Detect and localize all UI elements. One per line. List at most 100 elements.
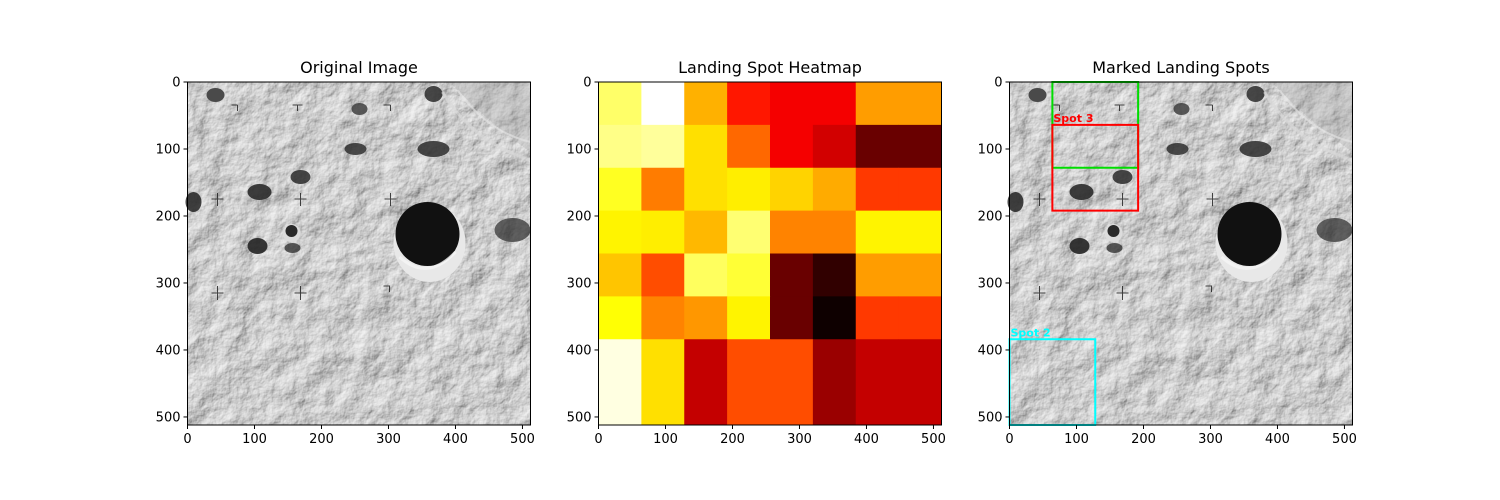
heatmap-cell <box>598 253 642 297</box>
axes-frame <box>598 81 942 426</box>
x-tick-label: 200 <box>309 432 334 447</box>
y-tick-label: 300 <box>567 276 592 291</box>
heatmap-cell <box>684 382 728 426</box>
y-tick-label: 300 <box>156 276 181 291</box>
subplot-title: Landing Spot Heatmap <box>678 58 862 77</box>
heatmap-cell <box>770 167 814 212</box>
y-tick-label: 0 <box>994 76 1002 91</box>
heatmap-cell <box>641 253 685 297</box>
x-tick-label: 300 <box>376 432 401 447</box>
heatmap-cell <box>855 382 900 426</box>
x-tick-label: 100 <box>242 432 267 447</box>
heatmap-cell <box>598 339 642 383</box>
subplot-marked-landing-spots: Spot 3 Spot 2 Marked Landing Spots 0 100 200 3… <box>978 58 1357 447</box>
heatmap-cell <box>641 339 685 383</box>
subplot-title: Marked Landing Spots <box>1092 58 1270 77</box>
y-tick-label: 300 <box>978 276 1003 291</box>
y-tick-label: 100 <box>567 142 592 157</box>
y-tick-label: 400 <box>978 343 1003 358</box>
y-tick-label: 200 <box>978 209 1003 224</box>
heatmap-cell <box>770 296 814 340</box>
heatmap-cell <box>598 382 642 426</box>
heatmap-cell <box>855 167 900 212</box>
heatmap-cell <box>641 82 685 126</box>
x-tick-label: 100 <box>653 432 678 447</box>
heatmap-cell <box>641 167 685 212</box>
landing-spot-box <box>1051 123 1140 212</box>
heatmap-cell <box>898 210 942 254</box>
heatmap-cell <box>898 82 942 126</box>
heatmap-cell <box>770 124 814 169</box>
heatmap-cell <box>641 124 685 169</box>
moon-image <box>186 82 531 425</box>
heatmap-cell <box>641 210 685 254</box>
y-tick-label: 100 <box>156 142 181 157</box>
heatmap-cell <box>598 82 642 126</box>
heatmap-cell <box>727 82 771 126</box>
y-tick-label: 200 <box>156 209 181 224</box>
heatmap-cell <box>684 253 728 297</box>
axes-frame <box>187 81 531 426</box>
landing-spot-label: Spot 3 <box>1053 112 1093 125</box>
heatmap-cell <box>855 339 900 383</box>
heatmap-cell <box>727 124 771 169</box>
heatmap-cell <box>770 253 814 297</box>
heatmap-cell <box>812 253 857 297</box>
heatmap-cell <box>898 382 942 426</box>
landing-spot-label: Spot 2 <box>1011 326 1051 339</box>
x-tick-label: 100 <box>1064 432 1089 447</box>
heatmap-cell <box>812 124 857 169</box>
x-tick-label: 200 <box>1131 432 1156 447</box>
heatmap-cell <box>812 210 857 254</box>
heatmap-cell <box>855 296 900 340</box>
x-tick-label: 0 <box>594 432 602 447</box>
heatmap-cell <box>684 167 728 212</box>
heatmap-cell <box>684 124 728 169</box>
y-tick-label: 200 <box>567 209 592 224</box>
heatmap-cell <box>812 167 857 212</box>
heatmap-cell <box>898 296 942 340</box>
x-tick-label: 200 <box>720 432 745 447</box>
heatmap-cell <box>727 296 771 340</box>
x-tick-label: 300 <box>1198 432 1223 447</box>
heatmap-cell <box>598 210 642 254</box>
x-tick-label: 0 <box>183 432 191 447</box>
y-tick-label: 500 <box>978 410 1003 425</box>
heatmap-cell <box>898 339 942 383</box>
y-tick-label: 400 <box>156 343 181 358</box>
heatmap-cell <box>770 339 814 383</box>
heatmap-cell <box>770 382 814 426</box>
heatmap-cell <box>855 124 900 169</box>
heatmap-cell <box>812 296 857 340</box>
heatmap-cell <box>898 124 942 169</box>
x-tick-label: 500 <box>1332 432 1357 447</box>
x-tick-label: 500 <box>510 432 535 447</box>
y-tick-label: 500 <box>567 410 592 425</box>
x-tick-label: 400 <box>854 432 879 447</box>
heatmap-cell <box>727 339 771 383</box>
heatmap-cell <box>641 296 685 340</box>
heatmap-cell <box>598 296 642 340</box>
heatmap-cell <box>855 253 900 297</box>
heatmap-cell <box>727 167 771 212</box>
heatmap-cell <box>727 253 771 297</box>
heatmap-cell <box>898 167 942 212</box>
x-tick-label: 500 <box>921 432 946 447</box>
x-tick-label: 0 <box>1005 432 1013 447</box>
heatmap-cell <box>684 210 728 254</box>
x-tick-label: 400 <box>443 432 468 447</box>
y-tick-label: 0 <box>583 76 591 91</box>
heatmap-cell <box>855 210 900 254</box>
heatmap-cell <box>770 82 814 126</box>
y-tick-label: 100 <box>978 142 1003 157</box>
heatmap-cell <box>727 210 771 254</box>
heatmap-cell <box>812 382 857 426</box>
heatmap-cell <box>855 82 900 126</box>
heatmap-cell <box>684 296 728 340</box>
y-tick-label: 400 <box>567 343 592 358</box>
heatmap-cell <box>684 339 728 383</box>
heatmap-cell <box>898 253 942 297</box>
